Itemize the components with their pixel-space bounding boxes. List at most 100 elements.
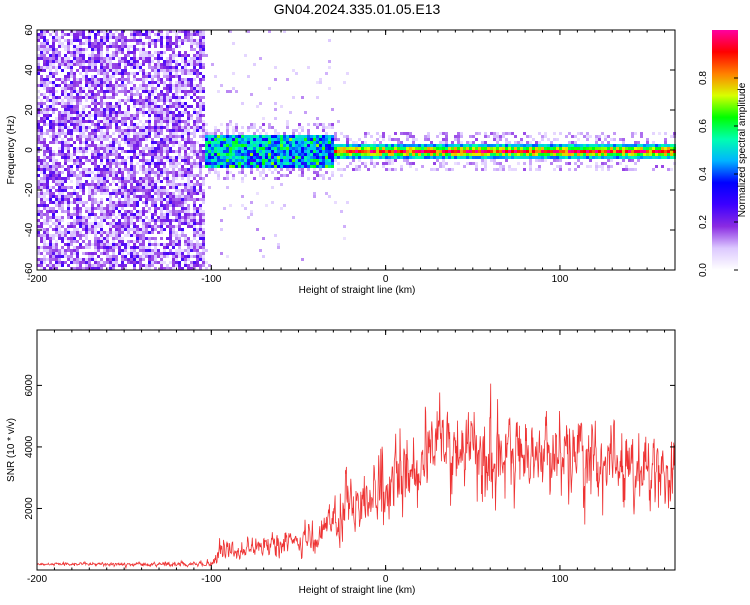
heatmap-cell (169, 81, 172, 84)
heatmap-cell (280, 141, 283, 144)
heatmap-cell (136, 138, 139, 141)
heatmap-cell (580, 162, 583, 165)
heatmap-cell (307, 66, 310, 69)
heatmap-cell (445, 153, 448, 156)
heatmap-cell (133, 165, 136, 168)
heatmap-cell (199, 147, 202, 150)
heatmap-cell (175, 261, 178, 264)
heatmap-cell (331, 159, 334, 162)
heatmap-cell (199, 255, 202, 258)
heatmap-cell (58, 186, 61, 189)
heatmap-cell (643, 150, 646, 153)
heatmap-cell (121, 168, 124, 171)
heatmap-cell (79, 114, 82, 117)
heatmap-cell (70, 99, 73, 102)
heatmap-cell (649, 150, 652, 153)
heatmap-cell (649, 153, 652, 156)
heatmap-cell (154, 102, 157, 105)
heatmap-cell (286, 138, 289, 141)
heatmap-cell (256, 105, 259, 108)
heatmap-cell (307, 159, 310, 162)
heatmap-cell (112, 105, 115, 108)
heatmap-cell (67, 117, 70, 120)
heatmap-cell (391, 144, 394, 147)
heatmap-cell (67, 240, 70, 243)
heatmap-cell (139, 210, 142, 213)
heatmap-cell (295, 147, 298, 150)
heatmap-cell (133, 255, 136, 258)
heatmap-cell (562, 144, 565, 147)
heatmap-cell (190, 144, 193, 147)
heatmap-cell (430, 153, 433, 156)
heatmap-cell (127, 252, 130, 255)
heatmap-cell (43, 54, 46, 57)
heatmap-cell (121, 243, 124, 246)
heatmap-cell (73, 54, 76, 57)
heatmap-cell (163, 207, 166, 210)
heatmap-cell (70, 111, 73, 114)
heatmap-cell (568, 156, 571, 159)
heatmap-cell (97, 72, 100, 75)
heatmap-cell (70, 42, 73, 45)
heatmap-cell (613, 138, 616, 141)
heatmap-cell (331, 171, 334, 174)
heatmap-cell (484, 147, 487, 150)
heatmap-cell (43, 114, 46, 117)
heatmap-cell (103, 216, 106, 219)
heatmap-cell (319, 135, 322, 138)
heatmap-cell (67, 198, 70, 201)
heatmap-cell (478, 156, 481, 159)
heatmap-cell (127, 177, 130, 180)
heatmap-cell (94, 249, 97, 252)
heatmap-cell (670, 153, 673, 156)
heatmap-cell (106, 243, 109, 246)
heatmap-cell (112, 201, 115, 204)
heatmap-cell (154, 123, 157, 126)
heatmap-cell (166, 135, 169, 138)
heatmap-cell (190, 33, 193, 36)
heatmap-cell (106, 186, 109, 189)
heatmap-cell (100, 114, 103, 117)
heatmap-cell (229, 90, 232, 93)
heatmap-cell (199, 162, 202, 165)
heatmap-cell (148, 177, 151, 180)
heatmap-cell (310, 138, 313, 141)
heatmap-cell (55, 54, 58, 57)
heatmap-cell (55, 243, 58, 246)
heatmap-cell (82, 42, 85, 45)
heatmap-cell (211, 135, 214, 138)
heatmap-cell (628, 144, 631, 147)
heatmap-cell (244, 153, 247, 156)
heatmap-cell (283, 174, 286, 177)
heatmap-cell (154, 213, 157, 216)
heatmap-cell (340, 132, 343, 135)
heatmap-cell (133, 168, 136, 171)
heatmap-cell (145, 201, 148, 204)
heatmap-cell (106, 132, 109, 135)
heatmap-cell (106, 90, 109, 93)
heatmap-cell (115, 153, 118, 156)
heatmap-cell (169, 99, 172, 102)
heatmap-cell (130, 240, 133, 243)
heatmap-cell (310, 162, 313, 165)
heatmap-cell (646, 141, 649, 144)
heatmap-cell (85, 138, 88, 141)
heatmap-cell (55, 183, 58, 186)
heatmap-cell (418, 150, 421, 153)
heatmap-cell (94, 48, 97, 51)
heatmap-cell (232, 165, 235, 168)
heatmap-cell (127, 198, 130, 201)
heatmap-cell (130, 201, 133, 204)
heatmap-cell (169, 120, 172, 123)
heatmap-cell (58, 39, 61, 42)
heatmap-cell (124, 57, 127, 60)
heatmap-cell (43, 66, 46, 69)
heatmap-cell (178, 168, 181, 171)
heatmap-cell (46, 210, 49, 213)
heatmap-cell (58, 216, 61, 219)
heatmap-cell (193, 246, 196, 249)
heatmap-cell (127, 210, 130, 213)
heatmap-cell (124, 201, 127, 204)
heatmap-cell (274, 108, 277, 111)
heatmap-cell (181, 234, 184, 237)
